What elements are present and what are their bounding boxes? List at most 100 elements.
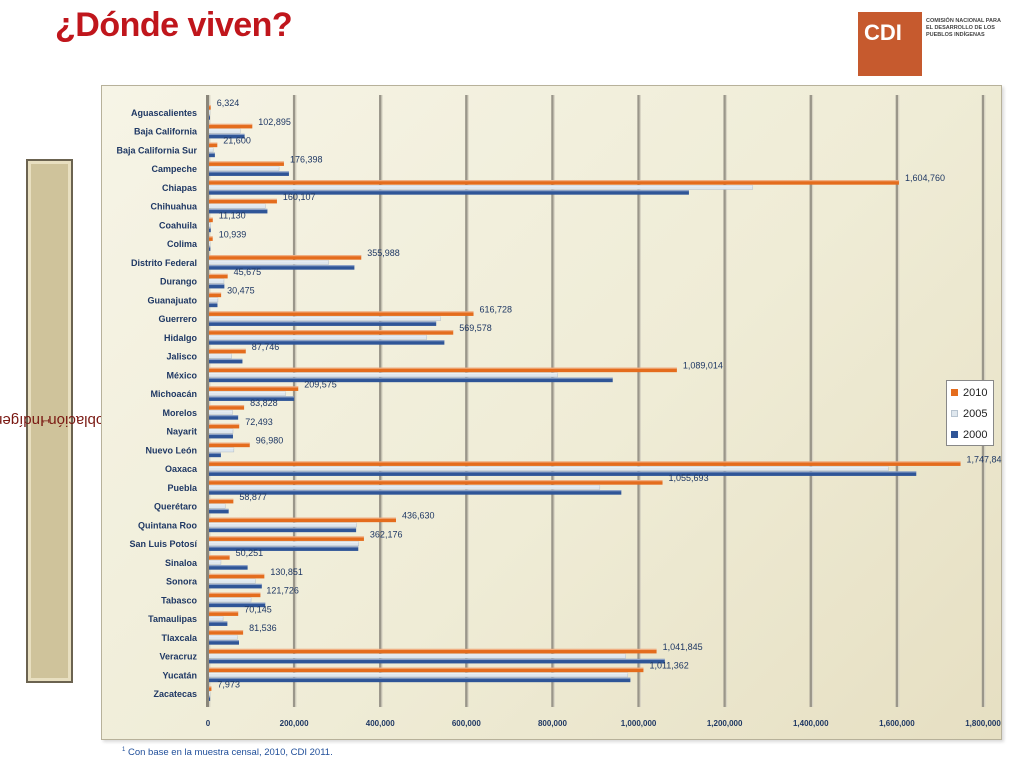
data-label-guanajuato: 30,475 (227, 286, 255, 296)
bar-highlight-chiapas-2005 (208, 185, 753, 187)
x-tick-label-0: 0 (206, 719, 211, 728)
bar-highlight-chihuahua-2010 (208, 198, 277, 201)
bar-highlight-tabasco-2000 (208, 602, 266, 604)
bar-highlight-yucatan-2005 (208, 672, 628, 674)
bar-highlight-san-luis-potosi-2010 (208, 536, 364, 538)
data-label-tlaxcala: 81,536 (249, 623, 277, 633)
bar-highlight-zacatecas-2005 (208, 691, 211, 693)
gridline-6 (723, 95, 726, 707)
logo-block: CDI (858, 12, 922, 76)
bar-highlight-jalisco-2005 (208, 354, 232, 356)
category-label-chihuahua: Chihuahua (151, 202, 198, 212)
data-label-puebla: 1,055,693 (669, 473, 709, 483)
bar-quintana-roo-2000 (208, 527, 357, 533)
bar-highlight-veracruz-2005 (208, 654, 626, 656)
legend-item-2010: 2010 (951, 386, 987, 400)
category-label-nayarit: Nayarit (166, 427, 197, 437)
bar-highlight-queretaro-2010 (208, 498, 234, 501)
bar-highlight-quintana-roo-2010 (208, 517, 396, 519)
bar-chihuahua-2010 (208, 198, 277, 204)
bar-highlight-durango-2010 (208, 273, 228, 276)
legend-swatch-2005 (951, 409, 958, 417)
bar-highlight-baja-california-sur-2005 (208, 147, 214, 149)
bar-mexico-2010 (208, 367, 677, 373)
data-label-sinaloa: 50,251 (236, 548, 264, 558)
data-label-san-luis-potosi: 362,176 (370, 529, 403, 539)
bar-highlight-colima-2000 (208, 246, 211, 248)
bar-jalisco-2010 (208, 348, 246, 354)
data-label-chiapas: 1,604,760 (905, 173, 945, 183)
bar-highlight-puebla-2005 (208, 485, 600, 487)
gridline-shadow-1 (295, 95, 297, 707)
bar-highlight-zacatecas-2010 (208, 686, 212, 688)
category-label-durango: Durango (160, 277, 198, 287)
gridline-shadow-0 (209, 95, 211, 707)
bar-highlight-durango-2005 (208, 279, 224, 281)
legend-label-2000: 2000 (963, 429, 988, 441)
bar-highlight-veracruz-2010 (208, 648, 657, 651)
gridline-3 (465, 95, 468, 707)
x-tick-label-4: 800,000 (538, 719, 567, 728)
category-label-tabasco: Tabasco (161, 595, 197, 605)
bar-highlight-campeche-2005 (208, 166, 280, 168)
x-tick-label-6: 1,200,000 (707, 719, 743, 728)
bar-highlight-durango-2000 (208, 283, 225, 286)
bar-highlight-nuevo-leon-2005 (208, 447, 234, 449)
legend-label-2005: 2005 (963, 408, 988, 420)
bar-highlight-coahuila-2010 (208, 217, 213, 219)
x-tick-label-9: 1,800,000 (965, 719, 1001, 728)
x-tick-label-8: 1,600,000 (879, 719, 915, 728)
bar-highlight-veracruz-2000 (208, 658, 665, 661)
legend-swatch-2010 (951, 388, 958, 396)
bar-guanajuato-2010 (208, 292, 222, 298)
bar-highlight-coahuila-2000 (208, 227, 211, 229)
bar-highlight-chihuahua-2005 (208, 204, 266, 206)
category-label-veracruz: Veracruz (159, 652, 197, 662)
bar-nuevo-leon-2000 (208, 452, 221, 458)
category-label-queretaro: Querétaro (154, 502, 198, 512)
bar-michoacan-2010 (208, 386, 299, 391)
footnote-sup: 1 (122, 747, 126, 753)
bar-highlight-sonora-2000 (208, 583, 262, 586)
legend-item-2000: 2000 (951, 428, 987, 442)
category-label-michoacan: Michoacán (150, 389, 197, 399)
bar-chiapas-2000 (208, 190, 689, 195)
data-label-tamaulipas: 70,145 (244, 604, 272, 614)
indigenous-population-bar-chart: 0 200,000 400,000 600,000 800,000 1,000,000 1,… (116, 95, 1002, 728)
data-label-baja-california-sur: 21,600 (223, 136, 251, 146)
bar-highlight-michoacan-2010 (208, 386, 299, 388)
bar-tlaxcala-2000 (208, 640, 239, 645)
bar-oaxaca-2000 (208, 471, 917, 476)
bar-tamaulipas-2000 (208, 621, 228, 626)
category-label-quintana-roo: Quintana Roo (138, 520, 197, 530)
bar-highlight-jalisco-2000 (208, 358, 243, 361)
bar-highlight-baja-california-2005 (208, 129, 241, 131)
bar-highlight-guerrero-2010 (208, 311, 474, 313)
bar-mexico-2000 (208, 377, 613, 383)
bar-highlight-morelos-2005 (208, 410, 233, 412)
bar-highlight-queretaro-2005 (208, 504, 226, 506)
bar-distrito-federal-2010 (208, 255, 362, 260)
bar-puebla-2010 (208, 480, 663, 485)
gridline-7 (809, 95, 812, 707)
bar-campeche-2010 (208, 161, 284, 166)
category-label-coahuila: Coahuila (159, 220, 198, 230)
data-label-distrito-federal: 355,988 (367, 248, 400, 258)
gridline-1 (292, 95, 296, 707)
bar-coahuila-2000 (208, 227, 211, 233)
bar-queretaro-2000 (208, 508, 229, 514)
bar-highlight-distrito-federal-2000 (208, 265, 355, 267)
data-label-michoacan: 209,575 (304, 379, 337, 389)
bar-highlight-quintana-roo-2005 (208, 522, 357, 524)
bar-sonora-2010 (208, 573, 265, 579)
data-label-coahuila: 11,130 (219, 211, 246, 221)
population-label: Población Indígena1 (0, 413, 114, 430)
gridline-shadow-2 (381, 95, 383, 707)
bar-highlight-chihuahua-2000 (208, 208, 268, 211)
bar-highlight-michoacan-2005 (208, 391, 286, 393)
bar-highlight-sinaloa-2000 (208, 565, 248, 567)
category-label-tlaxcala: Tlaxcala (161, 633, 198, 643)
bar-guanajuato-2000 (208, 302, 218, 308)
bar-highlight-baja-california-sur-2010 (208, 142, 218, 144)
bar-highlight-mexico-2000 (208, 377, 613, 379)
